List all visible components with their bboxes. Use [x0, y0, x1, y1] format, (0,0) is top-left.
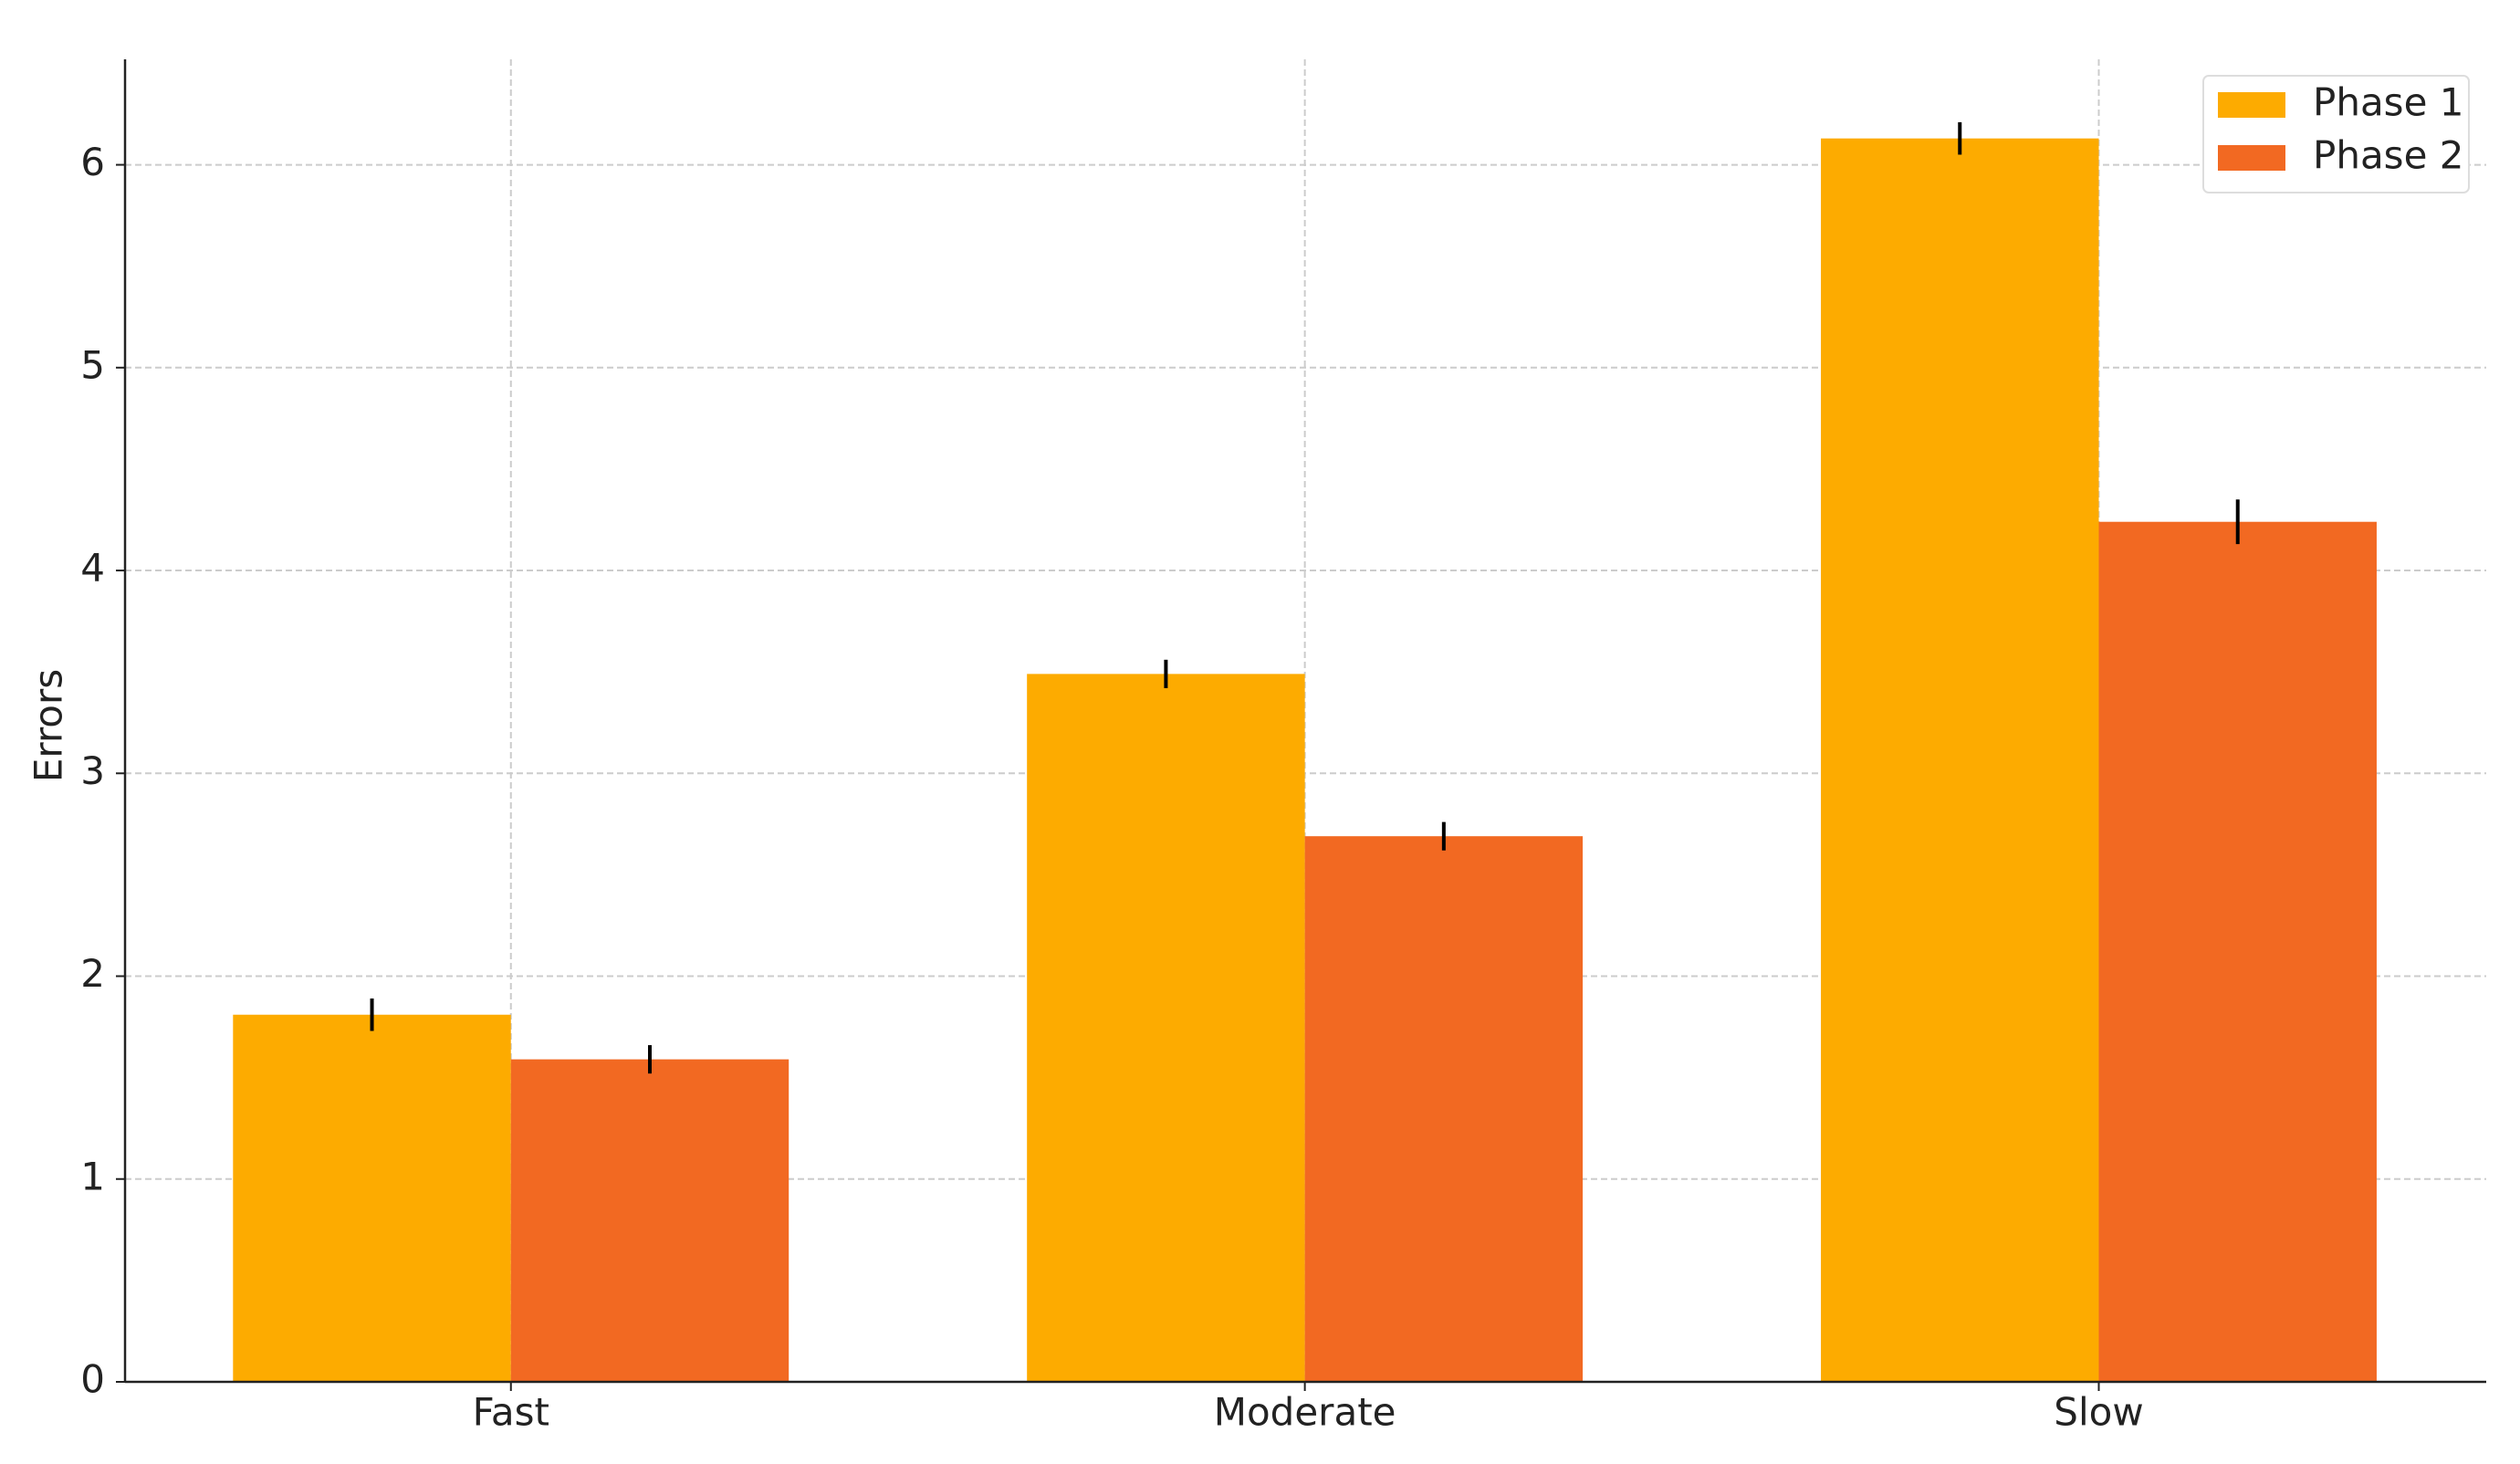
legend-swatch — [2218, 145, 2285, 171]
y-tick-label: 3 — [80, 748, 105, 793]
bar — [2098, 521, 2377, 1382]
x-tick-label: Fast — [473, 1390, 549, 1435]
y-tick-label: 5 — [80, 342, 105, 387]
y-tick-label: 6 — [80, 140, 105, 184]
y-tick-label: 0 — [80, 1357, 105, 1402]
bar — [1821, 138, 2099, 1382]
legend-swatch — [2218, 92, 2285, 118]
y-tick-label: 4 — [80, 546, 105, 591]
legend-label: Phase 2 — [2313, 133, 2463, 178]
x-tick-label: Slow — [2054, 1390, 2143, 1435]
bar — [1027, 674, 1305, 1382]
bar — [510, 1059, 789, 1382]
y-tick-label: 1 — [80, 1154, 105, 1198]
y-tick-label: 2 — [80, 951, 105, 996]
legend-label: Phase 1 — [2313, 80, 2463, 125]
y-axis-label: Errors — [26, 669, 71, 782]
x-tick-label: Moderate — [1214, 1390, 1396, 1435]
bar — [1304, 836, 1584, 1382]
bar — [233, 1014, 511, 1382]
